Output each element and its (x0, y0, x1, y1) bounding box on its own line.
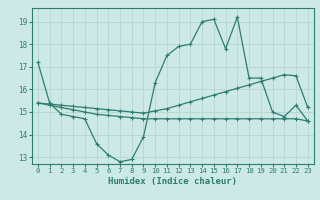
X-axis label: Humidex (Indice chaleur): Humidex (Indice chaleur) (108, 177, 237, 186)
